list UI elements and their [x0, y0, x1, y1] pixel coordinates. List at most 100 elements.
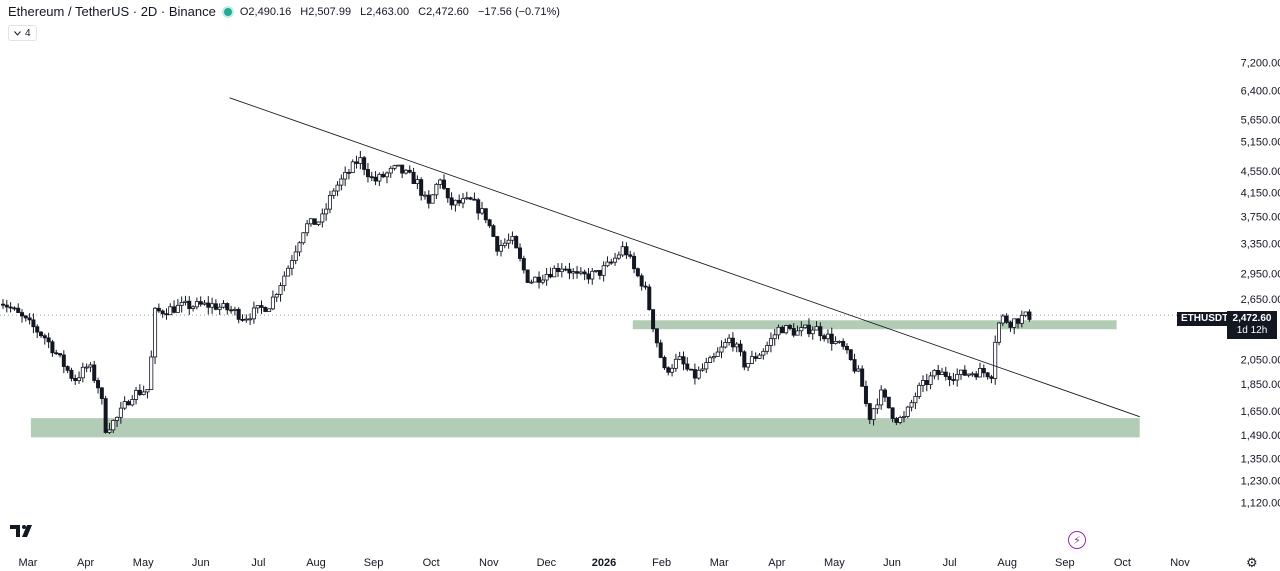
candle: [901, 411, 906, 423]
candle: [168, 303, 173, 316]
support-zone-lower[interactable]: [30, 418, 1140, 438]
candle: [643, 281, 648, 290]
candle: [875, 398, 880, 414]
time-tick-label: 2026: [592, 557, 616, 569]
indicators-toggle-button[interactable]: 4: [8, 25, 37, 41]
candle: [723, 338, 728, 349]
candle: [183, 295, 188, 306]
candle: [122, 396, 127, 411]
symbol-title[interactable]: Ethereum / TetherUS · 2D · Binance: [8, 4, 216, 19]
candle: [343, 166, 348, 187]
candle: [327, 190, 332, 214]
candle: [411, 167, 416, 184]
candle: [362, 155, 367, 176]
candle: [346, 168, 351, 180]
symbol-legend: Ethereum / TetherUS · 2D · Binance O2,49…: [8, 4, 566, 19]
candle: [639, 273, 644, 291]
high-value: H2,507.99: [300, 5, 352, 18]
candle: [499, 239, 504, 257]
candle: [267, 308, 272, 312]
candle: [677, 351, 682, 361]
candle: [259, 300, 264, 314]
candle: [20, 309, 25, 323]
price-tick-label: 2,050.00: [1241, 355, 1280, 367]
candle: [483, 208, 488, 224]
candle: [951, 372, 956, 385]
candle: [761, 348, 766, 360]
candle: [552, 265, 557, 278]
candle: [556, 263, 561, 278]
descending-trendline[interactable]: [229, 97, 1140, 418]
price-tick-label: 6,400.00: [1241, 85, 1280, 97]
gear-icon[interactable]: ⚙: [1246, 555, 1258, 570]
candle: [80, 362, 85, 383]
candle: [590, 268, 595, 285]
candle: [213, 299, 218, 311]
candle: [844, 343, 849, 354]
symbol-price-label: ETHUSDT: [1177, 312, 1233, 326]
candle: [58, 353, 63, 358]
candle: [217, 303, 222, 315]
candle: [156, 303, 161, 313]
candle: [894, 416, 899, 426]
candle: [1023, 311, 1028, 318]
bolt-icon[interactable]: ⚡: [1068, 531, 1086, 549]
candle: [160, 309, 165, 318]
candle: [457, 194, 462, 207]
candle: [666, 366, 671, 376]
tradingview-logo-icon[interactable]: [10, 524, 36, 543]
price-tick-label: 1,230.00: [1241, 475, 1280, 487]
support-zone-upper[interactable]: [632, 320, 1117, 330]
candle-series[interactable]: [1, 150, 1032, 435]
candle: [84, 363, 89, 373]
candle: [145, 389, 150, 399]
price-tick-label: 1,650.00: [1241, 406, 1280, 418]
time-tick-label: Jul: [943, 557, 957, 569]
time-tick-label: Apr: [77, 557, 94, 569]
candle: [316, 221, 321, 227]
candle: [753, 352, 758, 362]
price-axis[interactable]: 7,200.00 6,400.00 5,650.00 5,150.00 4,550.00…: [1241, 57, 1280, 509]
candle: [978, 362, 983, 378]
candle: [715, 347, 720, 357]
candle: [320, 208, 325, 228]
time-axis[interactable]: Mar Apr May Jun Jul Aug Sep Oct Nov Dec 2026 Feb Mar…: [19, 557, 1191, 569]
candle: [939, 367, 944, 375]
candle: [704, 357, 709, 374]
candle: [175, 299, 180, 313]
candle: [225, 302, 230, 315]
candle: [848, 349, 853, 361]
candle: [369, 171, 374, 182]
candle: [236, 307, 241, 324]
candle: [749, 350, 754, 365]
candle: [518, 243, 523, 262]
candle: [286, 265, 291, 277]
candle: [187, 296, 192, 315]
candle: [54, 349, 59, 355]
candle: [571, 268, 576, 280]
candle: [575, 265, 580, 279]
candle: [810, 326, 815, 340]
candle: [430, 194, 435, 204]
candle: [882, 388, 887, 403]
candle: [780, 325, 785, 334]
candle: [742, 350, 747, 371]
candle: [647, 284, 652, 311]
candle: [772, 329, 777, 346]
candle: [974, 371, 979, 380]
candle: [12, 306, 17, 311]
candle: [727, 334, 732, 346]
indicator-count: 4: [25, 27, 31, 39]
candle: [137, 384, 142, 397]
price-tick-label: 1,350.00: [1241, 453, 1280, 465]
candle: [601, 261, 606, 282]
candle: [962, 365, 967, 376]
candle: [278, 282, 283, 302]
candle: [8, 302, 13, 313]
time-tick-label: Dec: [537, 557, 557, 569]
open-value: O2,490.16: [239, 5, 292, 18]
candle: [46, 332, 51, 349]
candle: [126, 399, 131, 406]
candle: [491, 224, 496, 237]
